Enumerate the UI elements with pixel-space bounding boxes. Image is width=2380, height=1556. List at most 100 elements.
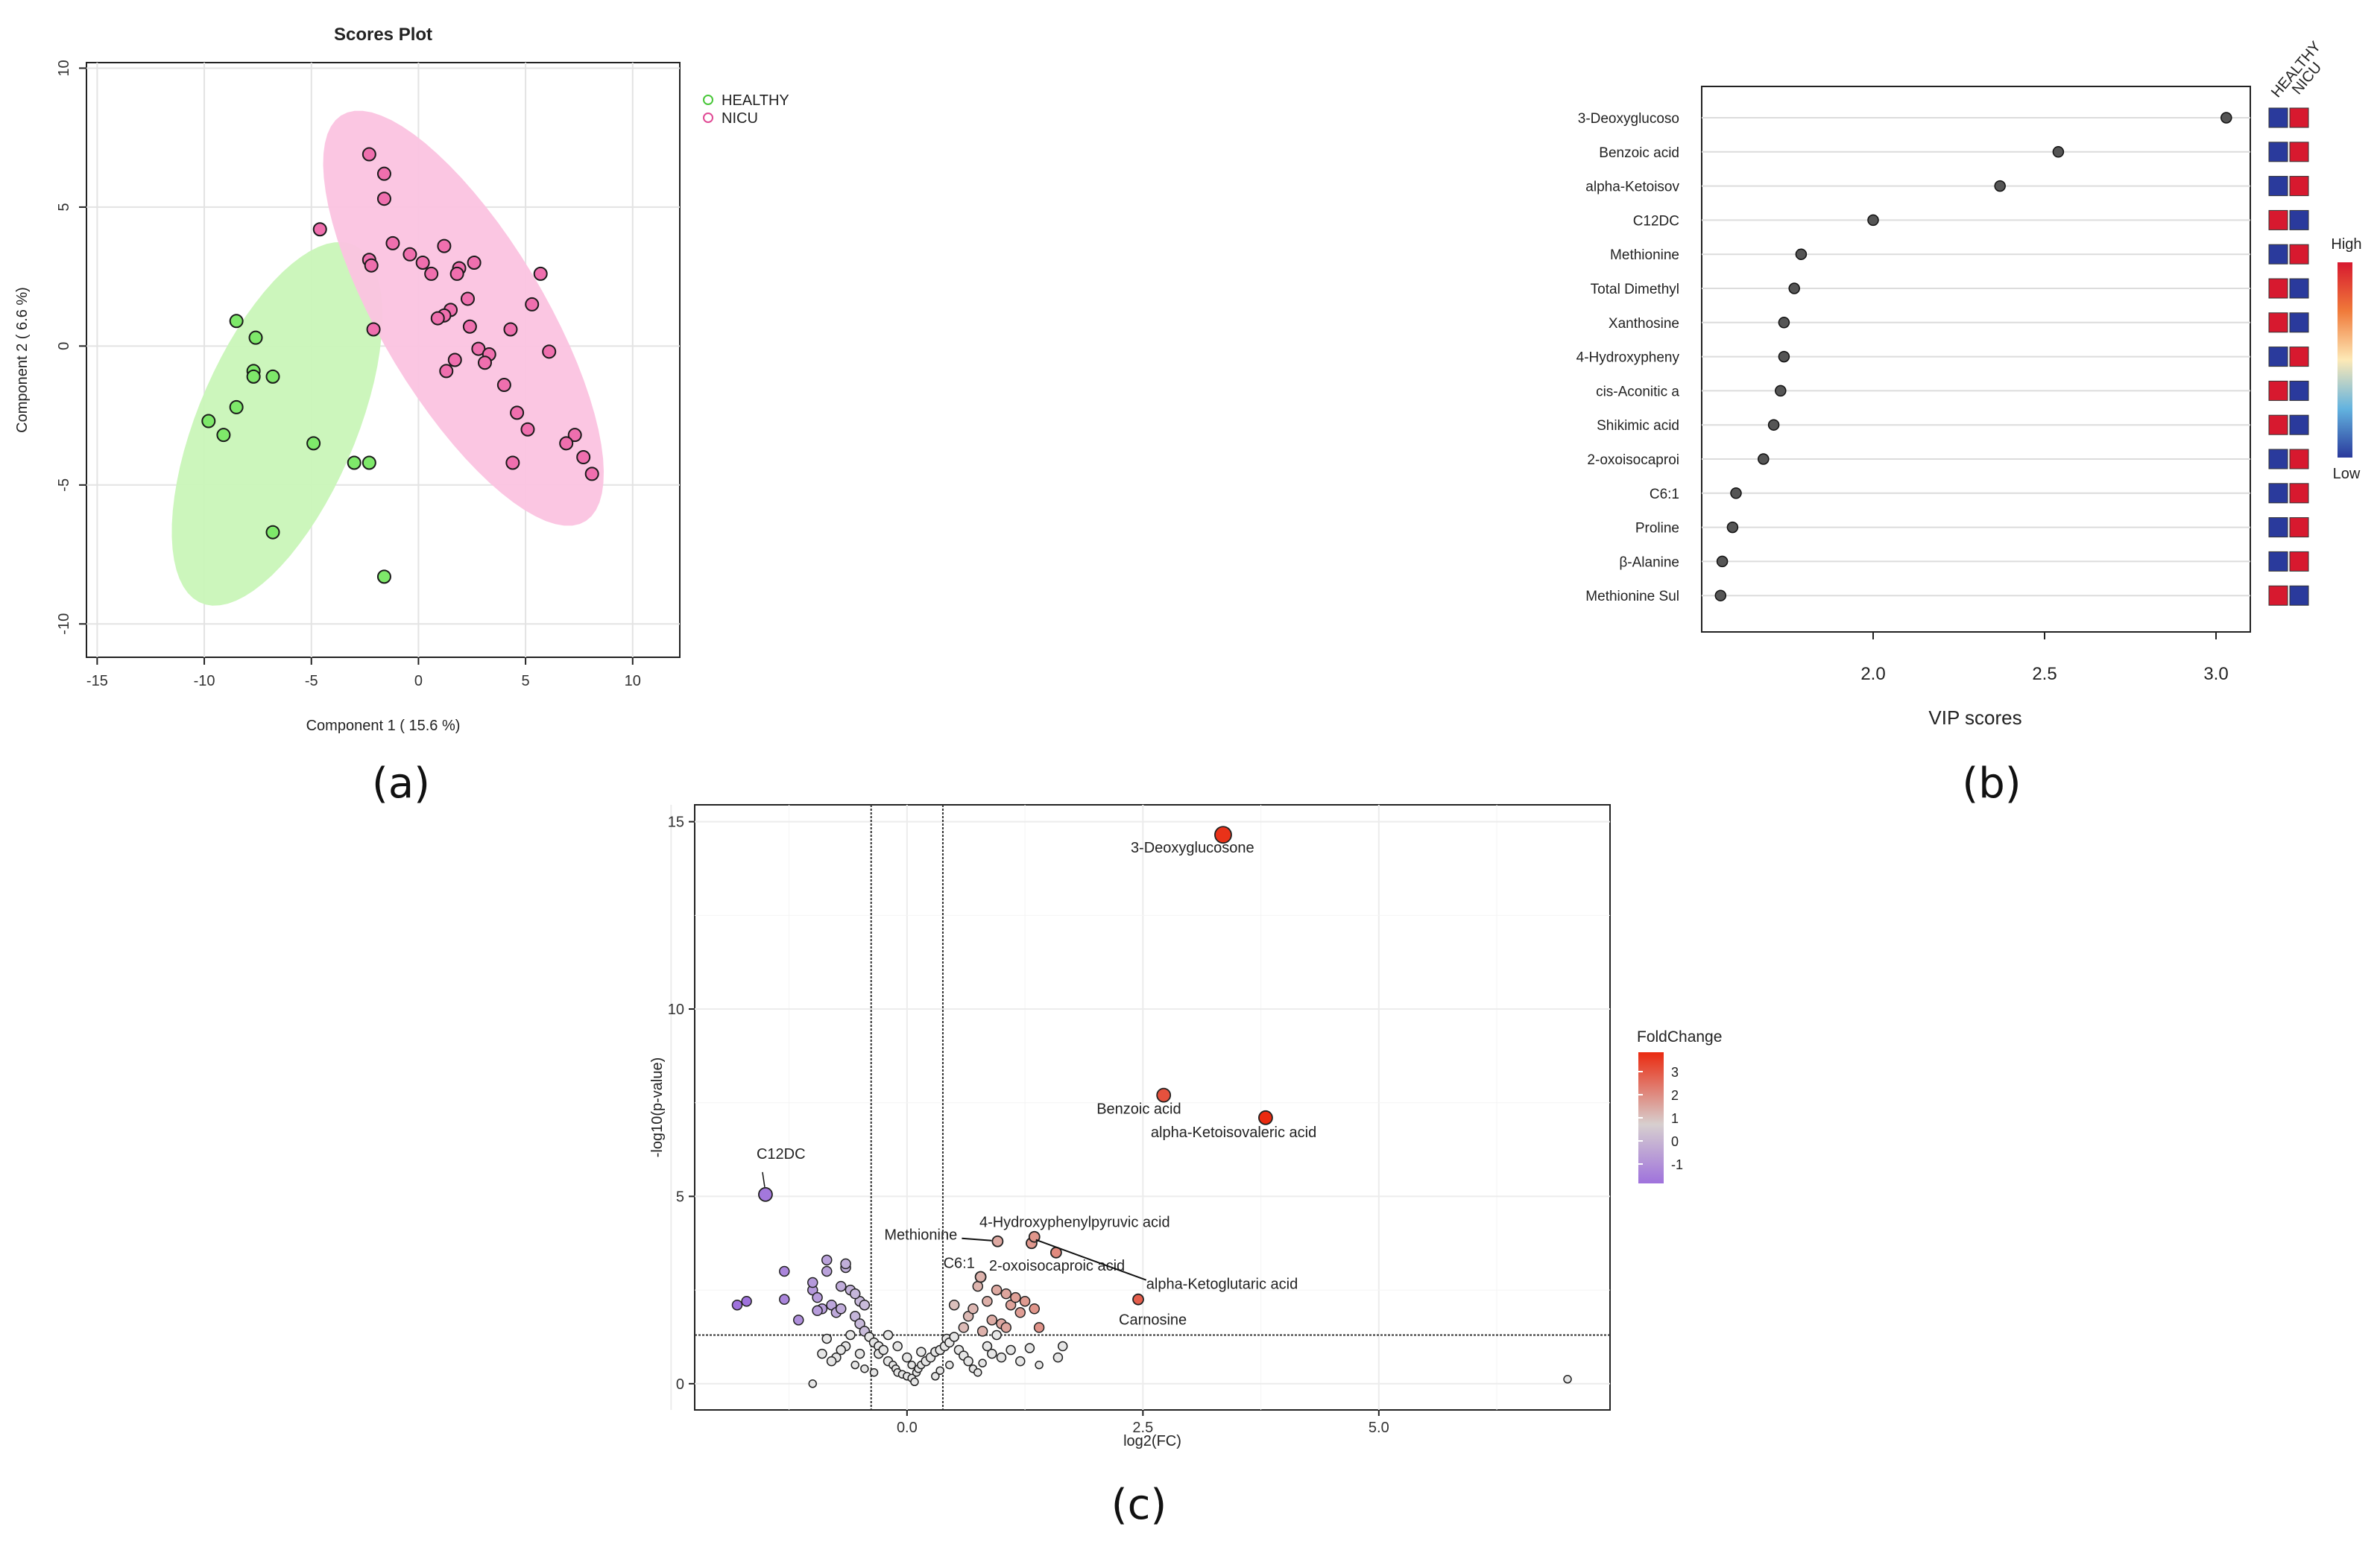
volcano-label-2-oxoisocaproic-acid: 2-oxoisocaproic acid	[989, 1258, 1125, 1274]
heatmap-cell	[2289, 483, 2309, 504]
volcano-label-benzoic-acid: Benzoic acid	[1096, 1101, 1181, 1118]
panel-b-row-lines	[1702, 117, 2250, 597]
vip-dot	[1867, 214, 1879, 227]
volcano-point	[812, 1291, 823, 1303]
volcano-labeled-point-c12dc	[758, 1186, 773, 1202]
panel-a-y-tick-label: 5	[56, 203, 72, 211]
heatmap-cell	[2268, 483, 2288, 504]
scores-point-healthy	[265, 525, 280, 540]
volcano-label-3-deoxyglucosone: 3-Deoxyglucosone	[1131, 840, 1254, 856]
foldchange-legend-title: FoldChange	[1637, 1028, 1722, 1046]
scores-point-nicu	[503, 322, 518, 337]
vip-feature-label: Methionine Sul	[1585, 589, 1679, 604]
scores-point-nicu	[385, 235, 400, 250]
panel-c-y-axis-label: -log10(p-value)	[649, 1057, 666, 1158]
heatmap-cell	[2268, 312, 2288, 333]
scores-point-nicu	[376, 192, 391, 206]
volcano-point	[996, 1352, 1007, 1363]
foldchange-legend-tick-label: -1	[1671, 1157, 1683, 1172]
heatmap-cell	[2289, 142, 2309, 162]
heatmap-cell	[2268, 585, 2288, 606]
scores-point-nicu	[477, 355, 492, 370]
volcano-point	[1563, 1375, 1572, 1384]
panel-b-x-tick-label: 3.0	[2203, 664, 2228, 684]
heatmap-cell	[2268, 209, 2288, 230]
volcano-point	[1006, 1344, 1016, 1356]
volcano-point	[812, 1305, 823, 1317]
panel-c-y-tick-label: 15	[668, 815, 684, 831]
volcano-point	[892, 1341, 903, 1352]
scores-point-healthy	[265, 369, 280, 384]
volcano-labeled-point-alpha-ketoisovaleric-acid	[1258, 1110, 1273, 1125]
volcano-point	[821, 1254, 833, 1266]
volcano-point	[910, 1377, 919, 1387]
volcano-label-c6-1: C6:1	[944, 1256, 975, 1272]
legend-label-healthy: HEALTHY	[722, 92, 789, 109]
scores-point-nicu	[542, 344, 557, 359]
volcano-label-methionine: Methionine	[884, 1227, 957, 1244]
heatmap-cell	[2268, 142, 2288, 162]
scores-point-nicu	[505, 455, 520, 470]
scores-point-nicu	[376, 166, 391, 181]
volcano-point	[845, 1329, 856, 1341]
heatmap-cell	[2289, 347, 2309, 367]
volcano-labeled-point-carnosine	[1132, 1293, 1144, 1306]
scores-point-nicu	[467, 255, 482, 270]
vip-dot	[1767, 419, 1780, 431]
vip-feature-label: C12DC	[1633, 213, 1679, 229]
panel-b-plot-area	[1701, 86, 2251, 633]
panel-c-volcano-plot: 3-Deoxyglucosone Benzoic acid alpha-Ketois…	[649, 804, 1722, 1529]
volcano-point	[935, 1366, 944, 1375]
scores-point-nicu	[567, 428, 582, 443]
vip-dot	[1730, 487, 1742, 499]
volcano-point	[1014, 1307, 1026, 1318]
volcano-point	[962, 1311, 974, 1322]
vip-dot	[2220, 112, 2232, 124]
scores-point-nicu	[584, 467, 599, 481]
volcano-point	[817, 1348, 827, 1359]
panel-a-y-tick-label: -5	[56, 478, 72, 492]
heatmap-cell	[2268, 551, 2288, 572]
scores-point-nicu	[525, 297, 540, 311]
heatmap-cell	[2268, 176, 2288, 197]
panel-a-x-tick-label: 5	[522, 673, 530, 689]
scores-point-nicu	[510, 405, 525, 420]
vip-feature-label: Shikimic acid	[1597, 418, 1679, 434]
volcano-point	[1033, 1322, 1045, 1333]
volcano-point	[741, 1295, 752, 1307]
panel-a-x-tick-label: 10	[625, 673, 641, 689]
volcano-point	[991, 1284, 1003, 1296]
panel-a-x-tick-label: 0	[414, 673, 423, 689]
vip-dot	[2052, 146, 2065, 158]
volcano-point	[821, 1333, 832, 1344]
volcano-point	[972, 1280, 984, 1292]
volcano-labeled-point-3-deoxyglucosone	[1214, 826, 1232, 844]
vip-colorbar	[2338, 262, 2352, 458]
heatmap-cell	[2289, 380, 2309, 401]
panel-a-y-tick-label: 10	[56, 60, 72, 76]
panel-b-x-ticks: 2.0 2.5 3.0	[1860, 632, 2229, 684]
volcano-point	[826, 1299, 837, 1311]
heatmap-cell	[2268, 107, 2288, 128]
heatmap-cell	[2268, 244, 2288, 265]
volcano-labeled-point-c6-1	[974, 1271, 987, 1283]
panel-a-x-ticks: -15 -10 -5 0 5 10	[86, 657, 641, 689]
volcano-label-4-hydroxyphenylpyruvic-acid: 4-Hydroxyphenylpyruvic acid	[979, 1214, 1170, 1230]
volcano-point	[1000, 1288, 1012, 1300]
vip-dot	[1716, 555, 1729, 568]
panel-a-x-tick-label: -5	[305, 673, 318, 689]
volcano-point	[976, 1326, 988, 1337]
scores-point-healthy	[362, 455, 376, 470]
vip-feature-label: Proline	[1635, 521, 1679, 537]
vip-dot	[1994, 180, 2006, 192]
volcano-point	[826, 1356, 837, 1367]
panel-a-y-tick-label: 0	[56, 342, 72, 350]
scores-point-nicu	[576, 450, 591, 465]
panel-c-x-axis-label: log2(FC)	[1123, 1433, 1181, 1449]
volcano-point	[854, 1318, 865, 1329]
volcano-point	[859, 1299, 871, 1311]
scores-point-nicu	[449, 266, 464, 281]
colorbar-high-label: High	[2331, 236, 2361, 253]
panel-a-legend: HEALTHY NICU	[703, 92, 789, 127]
panel-a-x-axis-label: Component 1 ( 15.6 %)	[306, 718, 461, 734]
